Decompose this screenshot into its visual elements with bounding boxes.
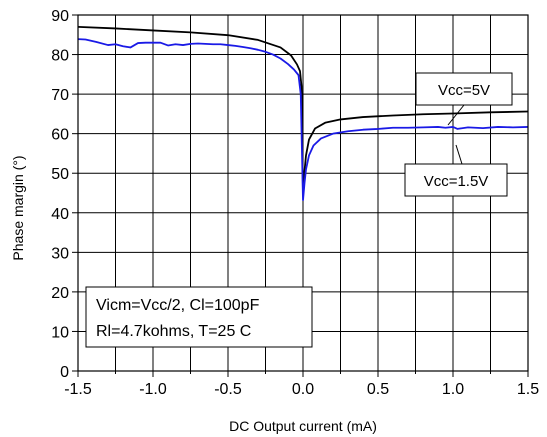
x-tick-label: -1.5: [64, 381, 92, 398]
series-line-vcc-1-5v: [77, 38, 529, 202]
x-tick-label: 1.5: [517, 381, 539, 398]
y-tick-label: 50: [51, 166, 69, 183]
callout-box-vcc15v: [404, 163, 508, 197]
y-tick-label: 30: [51, 245, 69, 262]
callout-label-vcc5v: Vcc=5V: [438, 82, 490, 99]
y-tick-label: 70: [51, 87, 69, 104]
conditions-note-box: [85, 286, 313, 348]
y-tick-label: 90: [51, 8, 69, 25]
y-tick-label: 0: [60, 364, 69, 381]
axis-ticks: -1.5 -1.0 -0.5 0.0 0.5 1.0 1.5 0 10 20 30 40 50 60 70 8…: [51, 8, 539, 398]
y-tick-label: 80: [51, 48, 69, 65]
y-tick-label: 20: [51, 285, 69, 302]
y-tick-label: 60: [51, 127, 69, 144]
callout-label-vcc15v: Vcc=1.5V: [424, 173, 489, 190]
y-tick-label: 10: [51, 324, 69, 341]
callout-box-vcc5v: [415, 72, 513, 106]
y-axis-label: Phase margin (°): [10, 155, 26, 260]
x-tick-label: -0.5: [214, 381, 242, 398]
x-axis-label: DC Output current (mA): [229, 418, 377, 434]
series-lines: [77, 25, 529, 202]
y-tick-label: 40: [51, 206, 69, 223]
callout-pointer-vcc15v: [455, 144, 463, 165]
conditions-note-line-2: Rl=4.7kohms, T=25 C: [96, 323, 251, 340]
x-tick-label: 0.5: [367, 381, 389, 398]
conditions-note-line-1: Vicm=Vcc/2, Cl=100pF: [96, 297, 260, 314]
x-tick-label: 0.0: [292, 381, 314, 398]
x-tick-label: -1.0: [139, 381, 167, 398]
callout-pointer-vcc5v: [447, 104, 465, 126]
x-tick-label: 1.0: [442, 381, 464, 398]
